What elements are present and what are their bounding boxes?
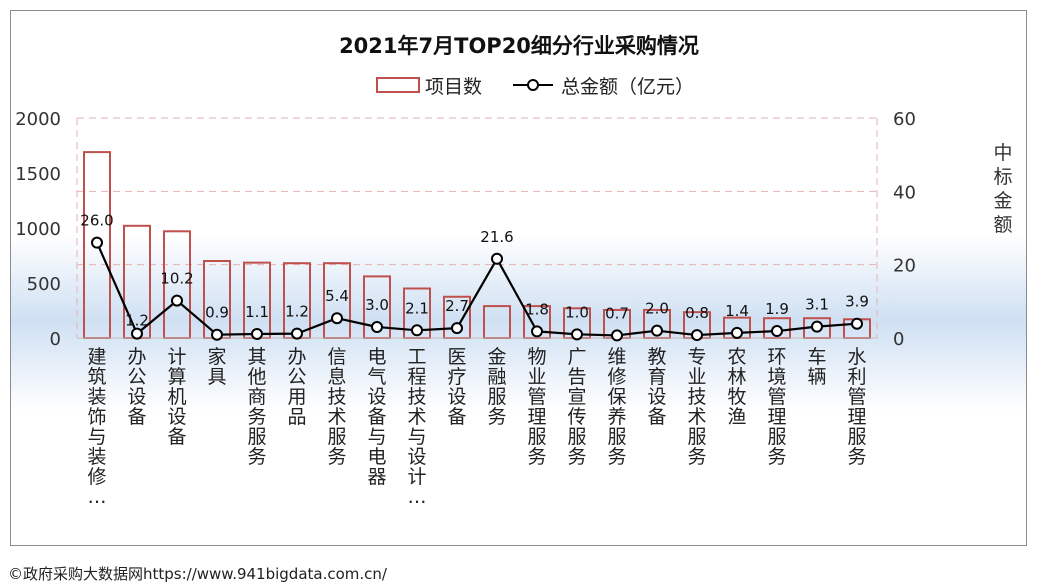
x-tick-label: 计算机设备 [167,346,186,448]
line-point [491,252,503,265]
line-point [291,327,303,340]
bar [283,262,311,339]
data-label: 1.2 [125,312,149,330]
data-label: 1.0 [565,303,589,321]
x-tick-label: 环境管理服务 [767,346,786,468]
y-left-tick-label: 0 [50,329,61,350]
data-label: 5.4 [325,287,349,305]
line-point [611,329,623,342]
data-label: 3.0 [365,296,389,314]
legend-bar-label: 项目数 [425,76,482,98]
x-tick-label: 专业技术服务 [687,346,706,468]
bar [243,261,271,339]
data-label: 3.1 [805,296,829,314]
x-tick-label: 物业管理服务 [527,346,546,468]
data-label: 10.2 [160,270,193,288]
x-tick-label: 水利管理服务 [847,346,866,468]
data-label: 0.8 [685,304,709,322]
y-right-axis-title-char: 金 [993,190,1012,212]
y-right-axis-title-char: 标 [993,166,1012,188]
x-tick-label: 办公用品 [287,346,306,428]
data-label: 26.0 [80,212,113,230]
line-point [131,327,143,340]
y-left-tick-label: 500 [27,274,61,295]
legend-line-marker [527,79,539,91]
line-point [731,326,743,339]
y-right-tick-label: 0 [893,329,904,350]
y-right-tick-label: 60 [893,109,916,130]
x-tick-label: 家具 [207,346,226,388]
line-point [451,322,463,335]
data-label: 1.8 [525,300,549,318]
x-tick-label: 电气设备与电器 [367,346,386,488]
x-tick-label: 信息技术服务 [327,346,346,468]
line-point [251,327,263,340]
line-point [851,317,863,330]
data-label: 2.7 [445,297,469,315]
y-right-tick-label: 20 [893,256,916,277]
line-point [211,328,223,341]
legend-line-label: 总金额（亿元） [561,76,694,98]
line-point [571,328,583,341]
x-tick-label: 办公设备 [127,346,146,428]
x-tick-label: 医疗设备 [447,346,466,428]
x-tick-label: 维修保养服务 [607,346,626,468]
data-label: 1.1 [245,303,269,321]
y-left-tick-label: 1000 [15,219,61,240]
x-tick-label: 广告宣传服务 [567,346,586,468]
line-point [771,325,783,338]
data-label: 0.9 [205,304,229,322]
data-label: 2.0 [645,300,669,318]
line-point [91,236,103,249]
chart-frame: 0 500 1000 1500 2000 0 20 40 60 中标金额建筑装饰与装修… 办公设备 计… [10,10,1027,546]
data-label: 1.2 [285,303,309,321]
x-tick-label: 金融服务 [487,346,506,428]
y-left-tick-label: 2000 [15,109,61,130]
data-label: 1.4 [725,302,749,320]
y-right-tick-label: 40 [893,182,916,203]
y-right-axis-title-char: 额 [993,214,1012,236]
y-left-tick-label: 1500 [15,164,61,185]
data-label: 2.1 [405,299,429,317]
line-point [691,329,703,342]
line-point [811,320,823,333]
legend-bar-swatch [376,77,420,93]
line-point [331,312,343,325]
data-label: 0.7 [605,304,629,322]
x-tick-label: 农林牧渔 [727,346,746,428]
data-label: 21.6 [480,228,513,246]
chart-title: 2021年7月TOP20细分行业采购情况 [339,34,699,58]
line-point [171,294,183,307]
line-point [411,324,423,337]
line-point [371,321,383,333]
line-series-path [95,242,858,337]
data-label: 3.9 [845,293,869,311]
source-credit: ©政府采购大数据网https://www.941bigdata.com.cn/ [8,565,387,583]
x-tick-label: 其他商务服务 [247,346,266,468]
bar [483,305,511,340]
x-tick-label: 建筑装饰与装修… [87,346,106,508]
x-tick-label: 教育设备 [647,346,666,428]
y-right-axis-title-char: 中 [993,142,1012,164]
data-label: 1.9 [765,300,789,318]
line-point [651,324,663,337]
x-tick-label: 车辆 [807,346,826,388]
line-point [531,325,543,338]
x-tick-label: 工程技术与设计… [407,346,426,508]
